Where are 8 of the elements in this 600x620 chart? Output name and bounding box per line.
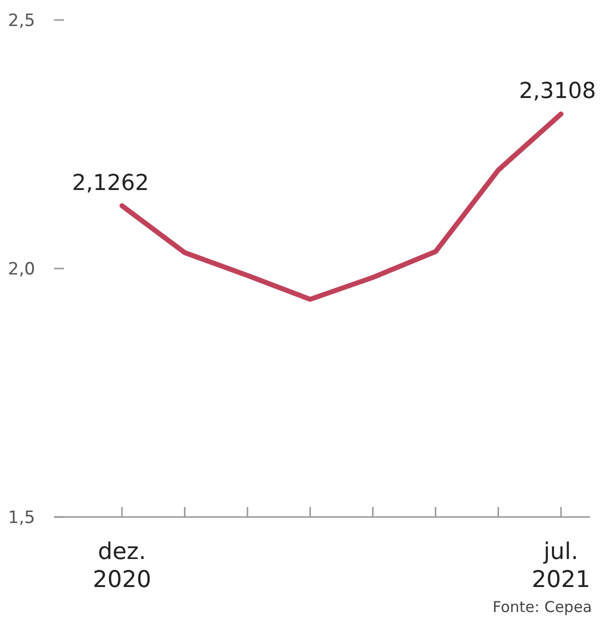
y-tick-label: 1,5 — [8, 508, 36, 528]
y-tick-label: 2,5 — [8, 10, 36, 31]
data-label: 2,1262 — [72, 170, 149, 196]
x-tick-label: dez. 2020 — [92, 539, 152, 593]
source-note: Fonte: Cepea — [492, 598, 592, 616]
data-label: 2,3108 — [519, 79, 596, 104]
x-tick-label: jul. 2021 — [532, 539, 590, 593]
y-tick-label: 2,0 — [8, 259, 36, 280]
